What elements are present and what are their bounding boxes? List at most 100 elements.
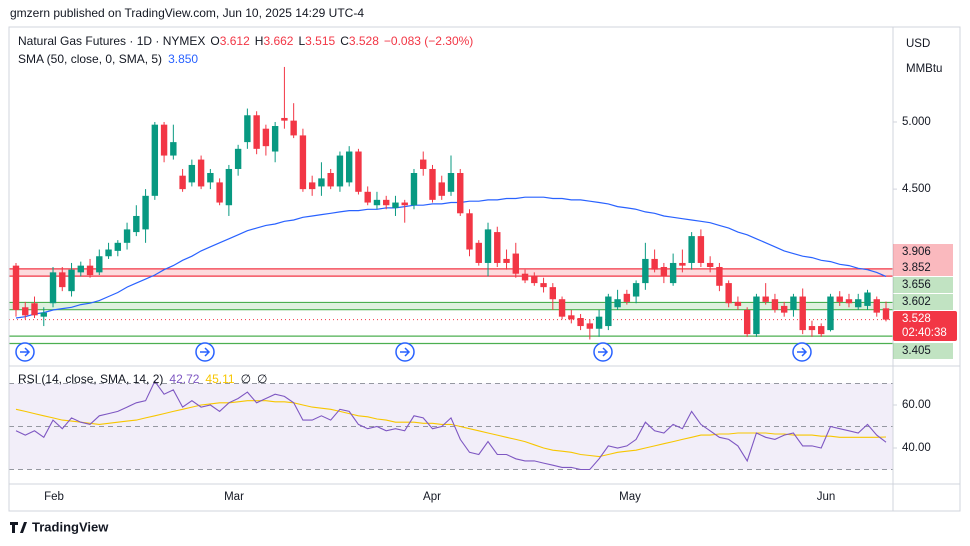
level-label-bg: [893, 294, 953, 310]
candle-body: [410, 173, 418, 206]
candle-body: [558, 299, 566, 317]
candle-body: [429, 168, 436, 200]
candle-body: [753, 296, 760, 335]
candle-body: [706, 262, 714, 267]
last-price-bg: [893, 311, 957, 341]
candle-body: [605, 296, 612, 327]
time-label: May: [619, 491, 641, 503]
candle-body: [799, 296, 806, 331]
candle-body: [586, 323, 594, 329]
high-prefix: H: [255, 34, 264, 48]
level-label: 3.656: [902, 279, 931, 291]
candle-body: [669, 262, 677, 284]
level-label-bg: [893, 244, 953, 260]
candle-body: [595, 316, 603, 329]
candle-body: [299, 135, 307, 190]
candle-body: [290, 120, 297, 136]
candle-body: [114, 242, 122, 251]
candle-body: [271, 126, 279, 152]
candle-body: [318, 178, 325, 187]
candle-body: [845, 299, 853, 304]
candle-body: [780, 305, 788, 313]
rsi-line: [15, 380, 887, 471]
candle-body: [225, 168, 233, 206]
candle-body: [364, 191, 371, 203]
candle-body: [762, 296, 769, 302]
candle-body: [123, 229, 131, 243]
rsi-tick-label: 40.00: [902, 442, 931, 454]
time-label: Feb: [44, 491, 64, 503]
candle-body: [244, 115, 251, 143]
price-tick-label: 4.500: [902, 183, 931, 195]
candle-body: [632, 283, 640, 297]
candle-body: [345, 151, 353, 183]
replay-arrow: [20, 347, 31, 357]
rsi-extra: ∅: [241, 372, 251, 386]
candle-body: [40, 312, 47, 317]
candle-body: [86, 265, 94, 276]
candle-body: [864, 292, 871, 306]
rsi-tick-label: 60.00: [902, 399, 931, 411]
open-value: 3.612: [220, 34, 250, 48]
sma-label: SMA (50, close, 0, SMA, 5): [18, 52, 162, 66]
candle-body: [531, 276, 538, 284]
candle-body: [716, 266, 723, 286]
candle-body: [438, 182, 445, 196]
low-prefix: L: [298, 34, 305, 48]
logo-text: TradingView: [32, 519, 109, 534]
candle-body: [392, 202, 399, 208]
candle-body: [734, 301, 742, 306]
candle-body: [77, 265, 84, 273]
candle-body: [179, 175, 186, 190]
open-prefix: O: [210, 34, 219, 48]
candle-body: [49, 272, 57, 304]
candle-body: [466, 213, 473, 250]
candle-body: [59, 272, 66, 288]
candle-body: [327, 173, 334, 187]
replay-arrow: [400, 347, 411, 357]
replay-arrow: [598, 347, 609, 357]
candle-body: [697, 236, 705, 263]
level-zone: [9, 302, 893, 310]
candle-body: [790, 296, 797, 310]
candle-body: [170, 142, 177, 156]
candle-body: [725, 283, 732, 304]
candle-body: [142, 195, 149, 230]
currency-label: USD: [906, 38, 930, 50]
candle-body: [577, 318, 584, 327]
price-tick-label: 5.000: [902, 116, 931, 128]
candle-body: [12, 265, 20, 310]
rsi-ma-line: [15, 400, 887, 458]
level-label-bg: [893, 343, 953, 359]
rsi-label: RSI (14, close, SMA, 14, 2): [18, 372, 163, 386]
candle-body: [642, 258, 649, 284]
logo-mark: [10, 522, 27, 533]
candle-body: [873, 299, 880, 313]
candle-body: [188, 164, 196, 183]
rsi-legend: RSI (14, close, SMA, 14, 2) 42.72 45.11 ∅ ∅: [18, 372, 267, 386]
candle-body: [133, 215, 140, 233]
candle-body: [818, 326, 825, 335]
sma-legend: SMA (50, close, 0, SMA, 5) 3.850: [18, 52, 198, 66]
symbol-title: Natural Gas Futures · 1D · NYMEX: [18, 34, 205, 48]
level-label: 3.852: [902, 262, 931, 274]
candle-body: [743, 309, 751, 335]
candle-body: [494, 232, 501, 263]
candle-body: [105, 249, 112, 257]
publisher-header: gmzern published on TradingView.com, Jun…: [10, 6, 364, 20]
candle-body: [540, 283, 547, 288]
tv-logo: TradingView: [10, 519, 109, 534]
candle-body: [475, 242, 482, 263]
candle-body: [355, 151, 362, 192]
replay-arrow: [797, 347, 808, 357]
candle-body: [660, 266, 668, 277]
level-zone: [9, 268, 893, 277]
candle-body: [207, 173, 214, 183]
candle-body: [503, 258, 510, 263]
candle-body: [855, 299, 862, 308]
level-label-bg: [893, 260, 953, 276]
level-label-bg: [893, 277, 953, 293]
low-value: 3.515: [305, 34, 335, 48]
time-label: Jun: [817, 491, 836, 503]
